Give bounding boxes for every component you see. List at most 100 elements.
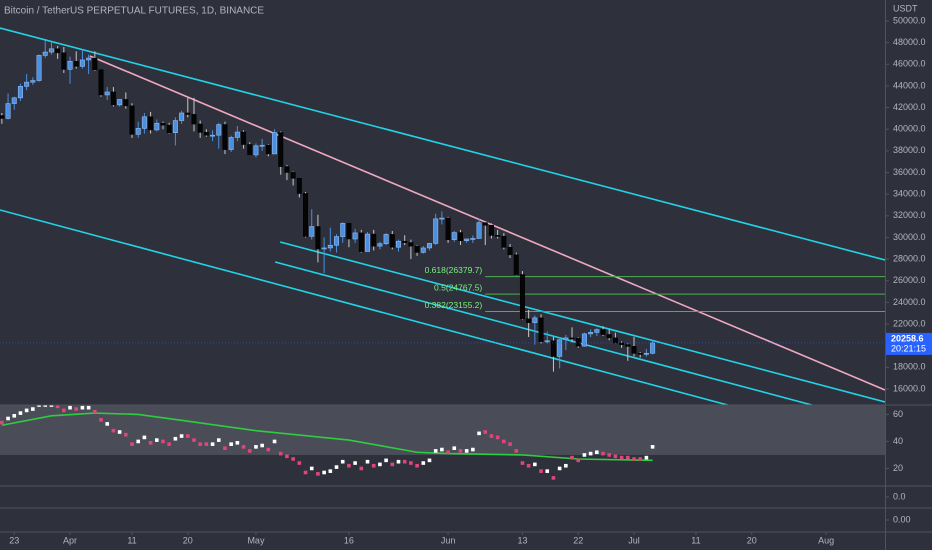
oscillator-dot: [86, 405, 91, 410]
oscillator-dot: [204, 442, 209, 446]
oscillator-dot: [378, 462, 382, 467]
candle-body: [358, 232, 364, 252]
oscillator-dot: [297, 461, 302, 465]
y-tick-label: 44000.0: [893, 80, 926, 90]
trendline: [0, 209, 728, 405]
x-tick-label: 22: [573, 535, 583, 545]
oscillator-dot: [229, 442, 233, 446]
candle-body: [42, 51, 48, 56]
oscillator-dot: [582, 453, 587, 457]
y-tick-label: 26000.0: [893, 275, 926, 285]
y-tick-label: 28000.0: [893, 253, 926, 263]
candle-body: [141, 116, 147, 129]
candle-body: [631, 346, 637, 354]
candle-body: [191, 114, 197, 125]
candle-body: [104, 91, 110, 96]
candle-body: [544, 340, 550, 343]
oscillator-dot: [440, 447, 444, 452]
oscillator-dot: [353, 461, 357, 465]
candle-body: [327, 244, 333, 249]
oscillator-dot: [464, 449, 469, 453]
candle-body: [17, 86, 23, 99]
candle-body: [402, 240, 408, 243]
candle-body: [346, 223, 352, 240]
oscillator-dot: [254, 445, 258, 449]
oscillator-dot: [619, 455, 624, 460]
candle-body: [557, 339, 563, 357]
oscillator-dot: [533, 462, 537, 467]
oscillator-dot: [452, 446, 457, 450]
candle-body: [92, 57, 98, 71]
oscillator-pane: [0, 405, 885, 480]
oscillator-dot: [402, 459, 407, 464]
oscillator-dot: [601, 451, 605, 456]
oscillator-dot: [117, 430, 122, 434]
candle-body: [24, 81, 30, 87]
oscillator-dot: [526, 463, 531, 468]
oscillator-dot: [613, 454, 618, 459]
oscillator-dot: [415, 463, 419, 468]
candle-body: [575, 337, 581, 347]
y-tick-label: 40: [893, 436, 903, 446]
y-tick-label: 60: [893, 409, 903, 419]
oscillator-dot: [570, 455, 574, 460]
oscillator-dot: [328, 469, 333, 473]
oscillator-dot: [272, 439, 277, 444]
oscillator-dot: [210, 442, 215, 446]
candle-body: [265, 144, 271, 155]
candle-body: [0, 115, 5, 119]
oscillator-dot: [62, 408, 66, 413]
oscillator-dot: [74, 407, 79, 411]
candle-body: [488, 224, 494, 236]
oscillator-dot: [266, 447, 271, 452]
candle-body: [538, 317, 544, 342]
candle-body: [588, 332, 594, 335]
candle-body: [30, 80, 36, 83]
oscillator-dot: [105, 422, 110, 426]
candle-body: [86, 57, 92, 61]
candle-body: [470, 238, 476, 240]
y-tick-label: 24000.0: [893, 297, 926, 307]
y-tick-label: 18000.0: [893, 362, 926, 372]
candle-body: [637, 353, 643, 355]
oscillator-dot: [359, 466, 364, 471]
oscillator-dot: [173, 436, 178, 441]
candle-body: [247, 144, 253, 156]
candle-body: [61, 52, 67, 70]
x-tick-label: Jun: [441, 535, 456, 545]
y-tick-label: 32000.0: [893, 210, 926, 220]
oscillator-dot: [179, 434, 184, 438]
y-tick-label: 42000.0: [893, 102, 926, 112]
y-tick-label: 22000.0: [893, 318, 926, 328]
oscillator-dot: [31, 407, 35, 411]
candle-body: [395, 240, 401, 248]
oscillator-dot: [241, 445, 246, 449]
x-tick-label: 20: [747, 535, 757, 545]
oscillator-dot: [260, 443, 264, 448]
price-pane: 0.618(26379.7) 0.5(24767.5) 0.382(23155.2): [0, 27, 885, 405]
oscillator-dot: [607, 453, 612, 457]
oscillator-dot: [18, 411, 23, 415]
oscillator-dot: [161, 439, 165, 444]
candle-body: [495, 235, 501, 237]
oscillator-dot: [285, 454, 289, 459]
candle-body: [278, 132, 284, 167]
oscillator-dot: [483, 430, 488, 434]
oscillator-dot: [148, 441, 153, 445]
candle-body: [36, 55, 42, 81]
oscillator-dot: [167, 442, 171, 446]
x-tick-label: 11: [127, 535, 136, 545]
x-tick-label: Aug: [818, 535, 834, 545]
fib-label: 0.5(24767.5): [434, 282, 482, 292]
candle-body: [550, 340, 556, 357]
oscillator-dot: [223, 446, 227, 450]
candle-body: [451, 232, 457, 240]
oscillator-dot: [347, 463, 351, 468]
x-tick-label: May: [247, 535, 265, 545]
oscillator-dot: [458, 449, 463, 453]
candle-body: [129, 105, 135, 135]
oscillator-dot: [322, 470, 326, 475]
candle-body: [321, 247, 327, 250]
